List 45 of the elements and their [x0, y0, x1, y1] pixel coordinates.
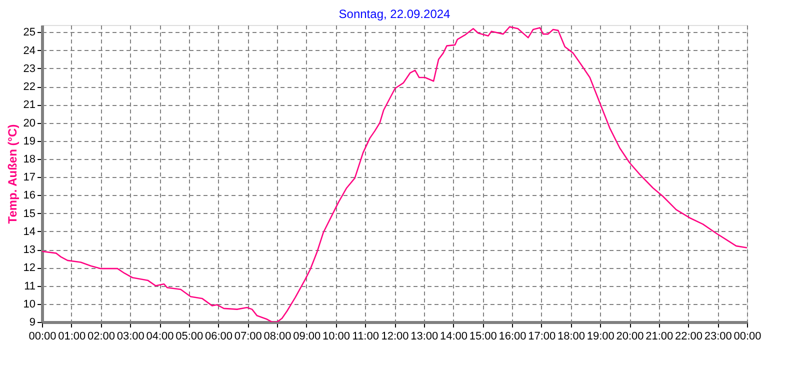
y-tick-label: 21: [23, 99, 36, 112]
y-tick-label: 15: [23, 208, 36, 220]
x-tick-label: 16:00: [498, 330, 526, 342]
x-tick-label: 04:00: [146, 330, 174, 342]
x-tick-label: 03:00: [116, 330, 144, 342]
y-tick-label: 23: [23, 62, 36, 75]
y-tick-label: 16: [23, 190, 36, 202]
y-tick-label: 12: [23, 262, 36, 274]
x-tick-label: 19:00: [586, 330, 614, 342]
x-tick-label: 00:00: [734, 330, 762, 342]
x-tick-label: 02:00: [87, 330, 116, 342]
x-tick-label: 06:00: [204, 330, 233, 342]
x-tick-label: 21:00: [646, 330, 674, 342]
y-tick-label: 20: [23, 117, 36, 130]
x-tick-label: 01:00: [58, 330, 86, 342]
x-tick-label: 05:00: [176, 330, 204, 342]
x-tick-label: 13:00: [410, 330, 438, 342]
x-tick-label: 15:00: [469, 330, 497, 342]
y-tick-label: 10: [23, 298, 36, 310]
x-tick-label: 08:00: [264, 330, 292, 342]
line-series: [42, 26, 747, 322]
y-tick-label: 24: [23, 44, 36, 57]
y-tick-label: 25: [23, 26, 36, 39]
x-tick-label: 11:00: [352, 330, 379, 342]
x-tick-label: 20:00: [616, 330, 644, 342]
x-tick-label: 18:00: [557, 330, 586, 342]
y-tick-label: 14: [23, 226, 36, 238]
y-tick-label: 17: [23, 172, 36, 184]
chart-title: Sonntag, 22.09.2024: [338, 7, 451, 21]
x-tick-label: 22:00: [674, 330, 703, 342]
x-tick-label: 07:00: [234, 330, 262, 342]
x-tick-label: 10:00: [322, 330, 350, 342]
y-tick-label: 18: [23, 154, 36, 166]
y-tick-label: 11: [24, 280, 36, 292]
y-tick-label: 9: [29, 316, 36, 328]
x-tick-label: 17:00: [528, 330, 556, 342]
x-tick-label: 23:00: [704, 330, 732, 342]
x-tick-label: 14:00: [440, 330, 468, 342]
x-tick-label: 12:00: [381, 330, 409, 342]
x-tick-label: 00:00: [28, 330, 56, 342]
y-tick-label: 22: [23, 81, 36, 94]
y-axis-title: Temp. Außen (°C): [5, 124, 20, 224]
y-tick-label: 19: [23, 135, 36, 148]
y-tick-label: 13: [23, 244, 36, 256]
x-tick-label: 09:00: [293, 330, 321, 342]
